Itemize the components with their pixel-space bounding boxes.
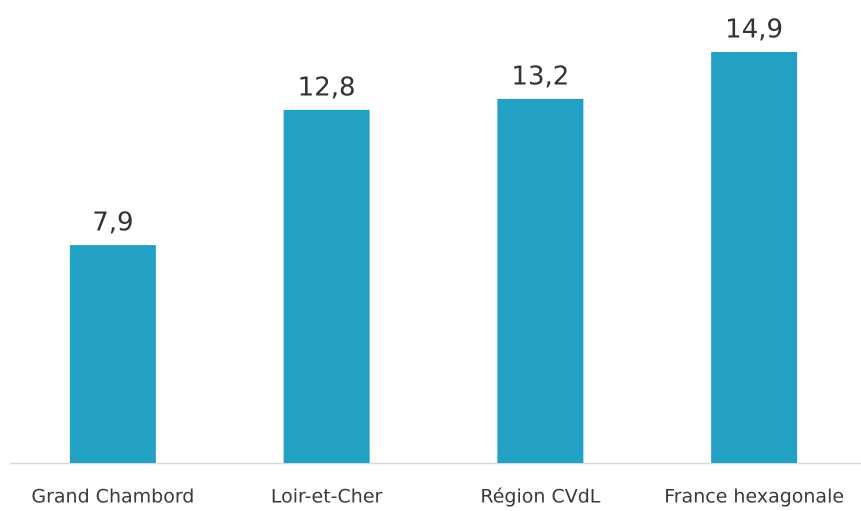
bar bbox=[711, 52, 798, 463]
bar bbox=[497, 98, 584, 464]
x-tick-label: Région CVdL bbox=[480, 486, 600, 508]
x-tick-label: Loir-et-Cher bbox=[271, 486, 383, 508]
value-label: 12,8 bbox=[298, 72, 356, 102]
bar bbox=[69, 245, 156, 463]
x-tick-label: France hexagonale bbox=[664, 486, 844, 508]
bar bbox=[283, 109, 370, 463]
value-label: 7,9 bbox=[92, 208, 133, 238]
value-label: 14,9 bbox=[725, 15, 783, 45]
x-tick-label: Grand Chambord bbox=[31, 486, 194, 508]
value-label: 13,2 bbox=[511, 61, 569, 91]
